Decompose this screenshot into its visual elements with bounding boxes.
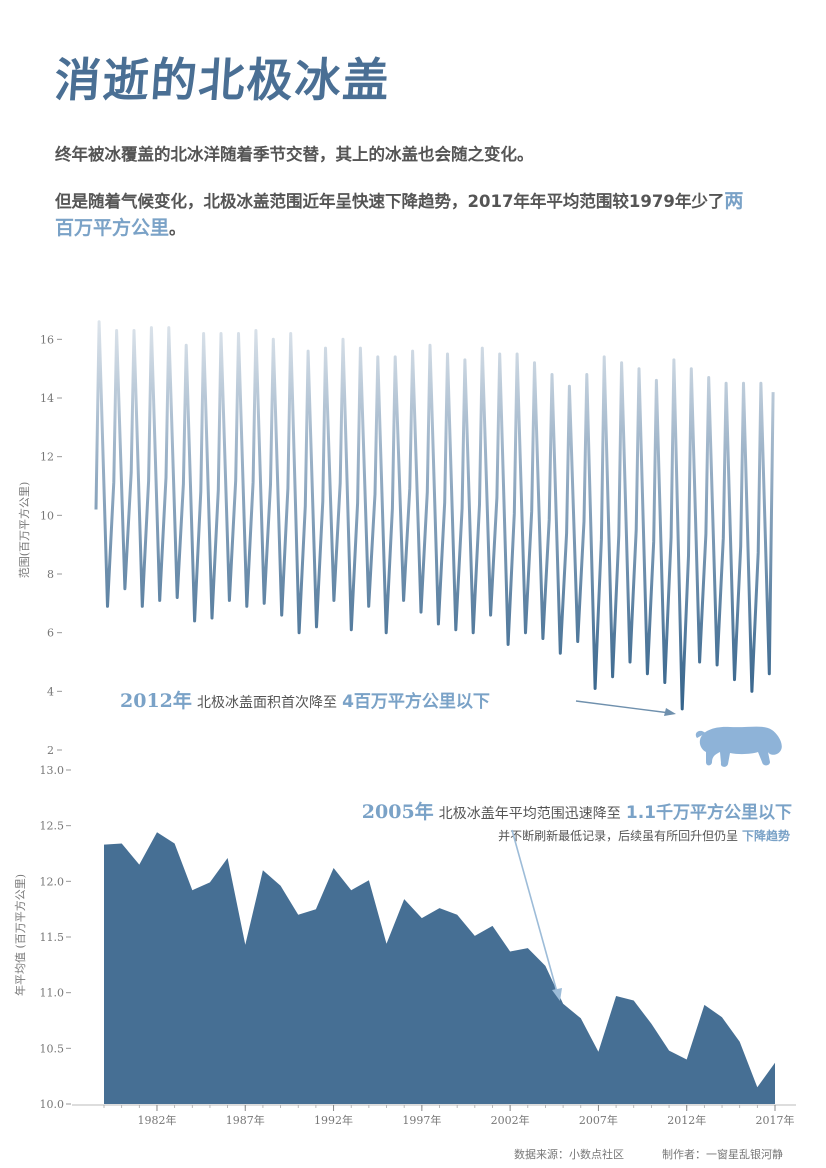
bottom-x-tick-label: 2012年 bbox=[667, 1113, 706, 1127]
bottom-y-tick-label: 10.0 bbox=[40, 1098, 65, 1111]
intro-line-1: 终年被冰覆盖的北冰洋随着季节交替，其上的冰盖也会随之变化。 bbox=[55, 145, 534, 164]
top-y-tick-label: 14 bbox=[40, 392, 54, 405]
footer-source: 数据来源：小数点社区 bbox=[514, 1148, 624, 1161]
bottom-y-tick-label: 10.5 bbox=[40, 1042, 65, 1055]
intro-highlight: 两百万平方公里 bbox=[55, 190, 744, 239]
annotation-2012-arrowhead bbox=[664, 708, 676, 716]
annual-mean-area bbox=[104, 832, 775, 1104]
top-y-tick-label: 8 bbox=[47, 568, 54, 581]
bottom-y-axis: 10.0 10.5 11.0 11.5 12.0 12.5 13.0 bbox=[40, 764, 71, 1111]
annotation-2005-year: 2005年 bbox=[362, 800, 434, 823]
annotation-2012-arrow bbox=[575, 700, 671, 714]
bottom-y-tick-label: 12.0 bbox=[40, 875, 65, 888]
annotation-2005: 2005年 北极冰盖年平均范围迅速降至 1.1千万平方公里以下 bbox=[362, 800, 792, 823]
polar-bear-icon bbox=[695, 726, 782, 767]
top-y-tick-label: 16 bbox=[40, 333, 54, 346]
bottom-y-tick-label: 12.5 bbox=[40, 820, 65, 833]
bottom-x-tick-label: 1987年 bbox=[226, 1113, 265, 1127]
top-y-tick-label: 2 bbox=[47, 744, 54, 757]
bottom-x-tick-label: 2017年 bbox=[756, 1113, 795, 1127]
annotation-2005-text: 北极冰盖年平均范围迅速降至 bbox=[439, 805, 621, 822]
bottom-x-tick-label: 1982年 bbox=[137, 1113, 176, 1127]
annotation-2005-arrowhead bbox=[552, 988, 562, 1001]
annotation-2012-highlight: 4百万平方公里以下 bbox=[342, 691, 490, 712]
top-y-tick-label: 6 bbox=[47, 627, 54, 640]
bottom-y-axis-label: 年平均值 (百万平方公里) bbox=[13, 874, 27, 996]
bottom-x-axis: 1982年 1987年 1992年 1997年 2002年 2007年 2012年 2017年 bbox=[72, 1104, 796, 1127]
bottom-y-tick-label: 11.5 bbox=[40, 931, 65, 944]
bottom-x-tick-label: 1997年 bbox=[402, 1113, 441, 1127]
annotation-2005-line2-text: 并不断刷新最低记录，后续虽有所回升但仍呈 bbox=[498, 828, 738, 843]
bottom-y-tick-label: 11.0 bbox=[40, 987, 65, 1000]
bottom-x-tick-label: 2007年 bbox=[579, 1113, 618, 1127]
top-y-tick-label: 4 bbox=[47, 685, 54, 698]
annotation-2005-highlight: 1.1千万平方公里以下 bbox=[626, 802, 792, 823]
top-y-tick-label: 12 bbox=[40, 451, 54, 464]
top-y-axis-label: 范围(百万平方公里) bbox=[17, 482, 31, 579]
annotation-2005-arrow bbox=[511, 829, 558, 993]
intro-line-2-end: 。 bbox=[169, 219, 186, 238]
annotation-2012-year: 2012年 bbox=[120, 689, 192, 712]
annotation-2005-line2: 并不断刷新最低记录，后续虽有所回升但仍呈 下降趋势 bbox=[498, 828, 790, 843]
top-y-axis: 2 4 6 8 10 12 14 16 bbox=[40, 333, 62, 757]
extent-series-line bbox=[94, 320, 775, 711]
annotation-2012: 2012年 北极冰盖面积首次降至 4百万平方公里以下 bbox=[120, 689, 490, 712]
intro-line-2-text: 但是随着气候变化，北极冰盖范围近年呈快速下降趋势，2017年年平均范围较1979… bbox=[55, 192, 725, 211]
annotation-2005-line2-highlight: 下降趋势 bbox=[742, 828, 790, 843]
intro-line-2: 但是随着气候变化，北极冰盖范围近年呈快速下降趋势，2017年年平均范围较1979… bbox=[55, 188, 755, 242]
annotation-2012-text: 北极冰盖面积首次降至 bbox=[197, 695, 337, 711]
bottom-x-tick-label: 1992年 bbox=[314, 1113, 353, 1127]
bottom-x-tick-label: 2002年 bbox=[491, 1113, 530, 1127]
top-y-tick-label: 10 bbox=[40, 509, 54, 522]
bottom-y-tick-label: 13.0 bbox=[40, 764, 65, 777]
footer-author: 制作者：一窗星乱银河静 bbox=[662, 1148, 783, 1161]
